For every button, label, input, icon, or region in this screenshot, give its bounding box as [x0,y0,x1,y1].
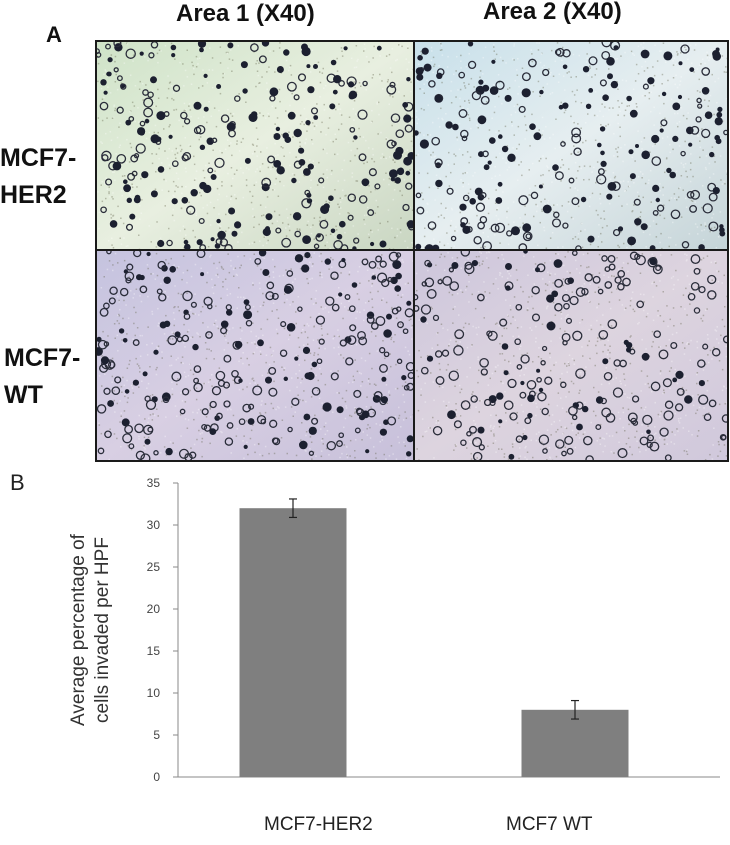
micrograph-her2-area-1-image [97,42,413,249]
y-tick-label: 5 [153,728,160,742]
column-header-area-2: Area 2 (X40) [483,0,622,26]
micrograph-wt-area-1-image [97,251,413,460]
micrograph-wt-area-2 [413,249,729,462]
micrograph-wt-area-1 [95,249,415,462]
y-tick-label: 30 [147,518,161,532]
row-label-mcf7-her2-line1: MCF7- [0,140,76,177]
bar-mcf7-wt [522,710,629,777]
column-header-area-1: Area 1 (X40) [176,0,315,28]
panel-a-label: A [46,22,62,48]
y-tick-label: 20 [147,602,161,616]
bar-mcf7-her2 [240,508,347,777]
x-category-label-mcf7-wt: MCF7 WT [506,814,593,836]
row-label-mcf7-wt-line1: MCF7- [4,340,80,377]
y-tick-label: 25 [147,560,161,574]
row-label-mcf7-wt: MCF7- WT [4,340,80,414]
micrograph-her2-area-1 [95,40,415,251]
y-tick-label: 15 [147,644,161,658]
y-tick-label: 10 [147,686,161,700]
micrograph-her2-area-2-image [415,42,727,249]
row-label-mcf7-her2-line2: HER2 [0,177,76,214]
y-tick-label: 35 [147,476,161,490]
row-label-mcf7-her2: MCF7- HER2 [0,140,76,214]
micrograph-wt-area-2-image [415,251,727,460]
y-tick-label: 0 [153,770,160,784]
x-category-label-mcf7-her2: MCF7-HER2 [264,814,373,836]
micrograph-her2-area-2 [413,40,729,251]
row-label-mcf7-wt-line2: WT [4,377,80,414]
